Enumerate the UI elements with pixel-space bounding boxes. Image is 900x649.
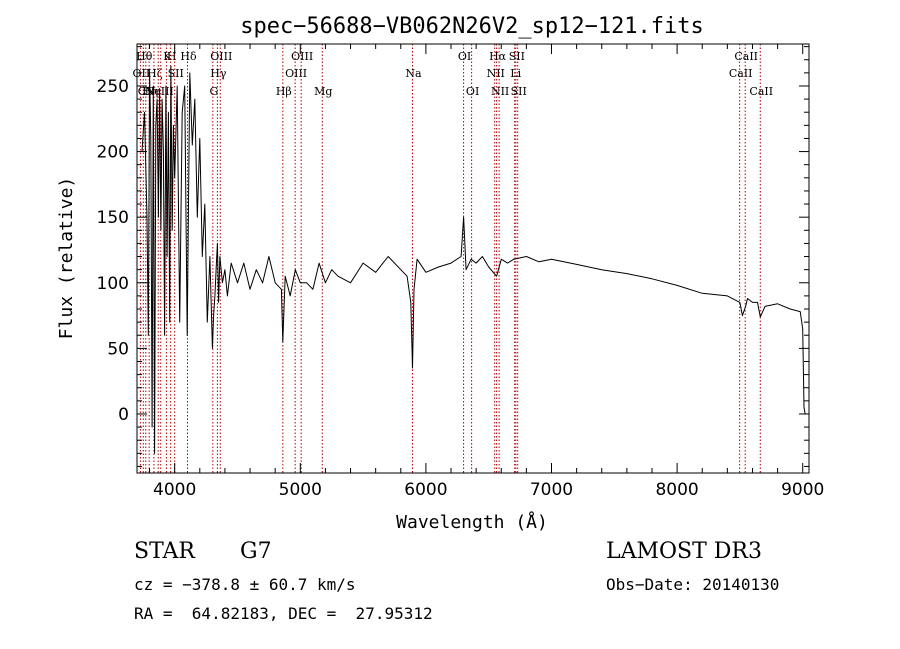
line-label-19: OI: [458, 50, 471, 63]
line-label-10: Hδ: [180, 50, 197, 63]
y-tick-label: 250: [97, 77, 129, 97]
line-label-16: OIII: [291, 50, 313, 63]
line-label-0: Hθ: [136, 50, 153, 63]
line-label-17: Mg: [314, 85, 332, 98]
spectrum-series: [141, 65, 806, 454]
y-tick-label: 50: [107, 339, 129, 359]
y-tick-label: 150: [97, 208, 129, 228]
redshift-velocity: cz = −378.8 ± 60.7 km/s: [134, 575, 356, 594]
x-tick-label: 7000: [530, 480, 573, 500]
line-label-9: SII: [168, 67, 184, 80]
line-label-22: Hα: [489, 50, 507, 63]
x-tick-label: 4000: [153, 480, 196, 500]
x-tick-label: 5000: [279, 480, 322, 500]
y-tick-label: 0: [118, 405, 129, 425]
observation-date: Obs−Date: 20140130: [606, 575, 780, 594]
line-label-4: Hζ: [147, 67, 163, 80]
x-tick-label: 9000: [781, 480, 824, 500]
chart-title: spec−56688−VB062N26V2_sp12−121.fits: [240, 14, 704, 39]
x-tick-label: 6000: [404, 480, 447, 500]
line-label-27: CaII: [729, 67, 753, 80]
line-label-18: Na: [405, 67, 422, 80]
y-axis-title: Flux (relative): [56, 177, 77, 340]
line-label-20: OI: [466, 85, 479, 98]
subclass: G7: [240, 539, 272, 564]
line-label-28: CaII: [734, 50, 758, 63]
spectrum-chart: spec−56688−VB062N26V2_sp12−121.fits Hθ OI…: [56, 14, 824, 533]
line-label-21: NII: [487, 67, 505, 80]
line-label-15: OIII: [285, 67, 307, 80]
object-type: STAR: [134, 539, 195, 564]
emission-line-markers: HθOIICNHηHζNeIIIKHSIIHδGHγOIIIHβOIIIOIII…: [133, 44, 773, 473]
plot-frame: [136, 43, 810, 474]
line-label-7: K: [163, 50, 172, 63]
survey-name: LAMOST DR3: [606, 539, 762, 564]
line-label-23: NII: [491, 85, 509, 98]
line-label-29: CaII: [749, 85, 773, 98]
line-label-25: SII: [509, 50, 525, 63]
y-tick-label: 100: [97, 274, 129, 294]
line-label-11: G: [209, 85, 218, 98]
x-tick-label: 8000: [655, 480, 698, 500]
plot-area: [141, 65, 806, 454]
line-label-14: Hβ: [276, 85, 292, 98]
x-axis: 4000 5000 6000 7000 8000 9000: [149, 44, 824, 500]
y-tick-label: 200: [97, 143, 129, 163]
y-axis: 0 50 100 150 200 250: [97, 46, 809, 467]
coordinates: RA = 64.82183, DEC = 27.95312: [134, 604, 433, 623]
line-label-26: SII: [511, 85, 527, 98]
line-label-12: Hγ: [210, 67, 227, 80]
x-axis-title: Wavelength (Å): [396, 511, 548, 533]
line-label-13: OIII: [210, 50, 232, 63]
line-label-8: H: [167, 50, 177, 63]
line-label-2: CN: [138, 85, 156, 98]
